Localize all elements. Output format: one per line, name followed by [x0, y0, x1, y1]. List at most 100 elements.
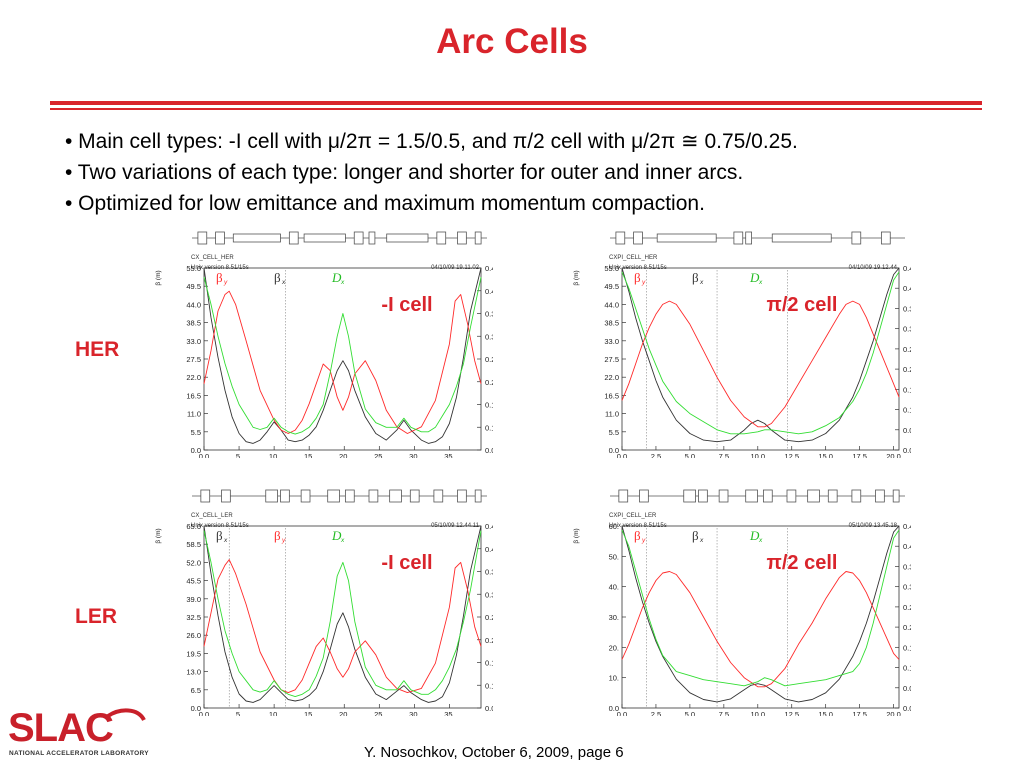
- ler-minus-i-legend-subscript: y: [281, 537, 286, 544]
- her-pi-half-y2tick-label: 0.15: [903, 385, 911, 394]
- ler-pi-half-plot-name: CXPI_CELL_LER: [609, 513, 657, 519]
- ler-pi-half-lattice-element: [718, 489, 729, 503]
- ler-pi-half-xtick-label: 17.5: [852, 710, 867, 716]
- ler-minus-i-y2tick-label: 0.05: [485, 704, 493, 713]
- slac-logo-graphic: [106, 708, 146, 722]
- her-minus-i-lattice-element: [232, 233, 281, 243]
- her-minus-i-ytick-label: 0.0: [191, 446, 201, 455]
- her-minus-i-lattice-element: [474, 231, 482, 245]
- her-minus-i-series-x: [203, 267, 482, 444]
- ler-minus-i-xtick-label: 10.: [269, 710, 279, 716]
- her-minus-i-y2tick-label: 0.45: [485, 264, 493, 273]
- ler-pi-half-y2tick-label: 0.20: [903, 623, 911, 632]
- her-minus-i-xtick-label: 20.: [339, 452, 349, 458]
- ler-pi-half-plot-frame: [621, 525, 900, 709]
- her-pi-half-y2tick-label: 0.25: [903, 345, 911, 354]
- ler-pi-half-lattice-element: [745, 489, 758, 503]
- her-minus-i-legend-symbol: β: [216, 270, 223, 285]
- her-minus-i-lattice-element: [303, 233, 346, 243]
- ler-pi-half-ytick-label: 30.: [609, 613, 619, 622]
- ler-pi-half-series-y: [621, 571, 900, 688]
- her-pi-half-lattice-element: [615, 231, 626, 245]
- her-minus-i-xtick-label: 25.: [374, 452, 384, 458]
- ler-pi-half-lattice-element: [892, 489, 900, 503]
- slac-logo-swoosh: [106, 708, 146, 722]
- ler-minus-i-lattice-element: [327, 489, 340, 503]
- ler-minus-i-ylabel-left: β (m): [155, 528, 162, 543]
- her-pi-half-ytick-label: 5.5: [609, 428, 619, 437]
- her-minus-i-legend-symbol: β: [274, 270, 281, 285]
- her-pi-half-lattice-element: [733, 231, 744, 245]
- her-minus-i-y2tick-label: 0.05: [485, 446, 493, 455]
- her-pi-half-series-y: [621, 300, 900, 428]
- ler-pi-half-lattice-element: [875, 489, 885, 503]
- slac-logo-subtitle: NATIONAL ACCELERATOR LABORATORY: [9, 750, 149, 757]
- her-pi-half-legend-symbol: β: [634, 270, 641, 285]
- her-minus-i-xtick-label: 10.: [269, 452, 279, 458]
- her-minus-i-lattice-element: [215, 231, 225, 245]
- her-pi-half-ytick-label: 11.0: [605, 410, 619, 419]
- ler-pi-half-lattice-element: [618, 489, 629, 503]
- her-pi-half-xtick-label: 12.5: [784, 452, 799, 458]
- ler-minus-i-ytick-label: 0.0: [191, 704, 201, 713]
- her-pi-half-ytick-label: 0.0: [609, 446, 619, 455]
- ler-minus-i-ytick-label: 6.5: [191, 686, 201, 695]
- her-pi-half-xtick-label: 5.0: [685, 452, 695, 458]
- her-minus-i-xtick-label: 5.: [236, 452, 242, 458]
- ler-pi-half-xtick-label: 7.5: [719, 710, 729, 716]
- bullet-list: • Main cell types: -I cell with μ/2π = 1…: [65, 126, 1015, 219]
- her-minus-i-legend-symbol: D: [331, 270, 342, 285]
- title-rule-thin: [50, 108, 982, 110]
- ler-minus-i-ytick-label: 26.0: [186, 631, 201, 640]
- her-minus-i-plot-name: CX_CELL_HER: [191, 255, 234, 261]
- ler-pi-half-xtick-label: 15.0: [818, 710, 833, 716]
- her-minus-i-y2tick-label: 0.15: [485, 401, 493, 410]
- her-pi-half-y2tick-label: 0.40: [903, 284, 911, 293]
- chart-ler-pi-half: CXPI_CELL_LER Unix version 8.51/15s 05/10/…: [561, 486, 911, 716]
- her-minus-i-xtick-label: 30.: [409, 452, 419, 458]
- ler-minus-i-lattice-element: [300, 489, 311, 503]
- her-pi-half-y2tick-label: 0.30: [903, 325, 911, 334]
- her-pi-half-y2tick-label: 0.10: [903, 406, 911, 415]
- her-pi-half-xtick-label: 7.5: [719, 452, 729, 458]
- her-minus-i-y2tick-label: 0.20: [485, 378, 493, 387]
- ler-minus-i-plot-name: CX_CELL_LER: [191, 513, 233, 519]
- ler-minus-i-ytick-label: 32.5: [186, 613, 201, 622]
- her-pi-half-y2tick-label: 0.20: [903, 365, 911, 374]
- bullet-item-cell-types: • Main cell types: -I cell with μ/2π = 1…: [65, 130, 798, 153]
- ler-pi-half-legend-symbol: β: [634, 528, 641, 543]
- ler-minus-i-legend-symbol: β: [216, 528, 223, 543]
- her-pi-half-legend-symbol: β: [692, 270, 699, 285]
- ler-minus-i-legend-symbol: β: [274, 528, 281, 543]
- her-minus-i-ytick-label: 55.0: [186, 264, 201, 273]
- ler-minus-i-lattice-element: [433, 489, 444, 503]
- ler-minus-i-lattice-element: [474, 489, 482, 503]
- ler-minus-i-xtick-label: 0.0: [199, 710, 209, 716]
- ler-minus-i-lattice-element: [344, 489, 355, 503]
- ler-pi-half-y2tick-label: 0.35: [903, 562, 911, 571]
- her-pi-half-xtick-label: 0.0: [617, 452, 627, 458]
- ler-minus-i-xtick-label: 15.: [304, 710, 314, 716]
- ler-minus-i-y2tick-label: 0.35: [485, 568, 493, 577]
- ler-minus-i-legend-subscript: x: [340, 537, 345, 544]
- her-minus-i-xtick-label: 35.: [444, 452, 454, 458]
- ler-pi-half-legend-subscript: x: [699, 537, 704, 544]
- ler-pi-half-y2tick-label: 0.10: [903, 664, 911, 673]
- slac-logo: SLAC NATIONAL ACCELERATOR LABORATORY: [8, 706, 149, 762]
- her-pi-half-ytick-label: 22.0: [604, 373, 619, 382]
- ler-pi-half-xtick-label: 20.0: [886, 710, 901, 716]
- her-pi-half-ylabel-left: β (m): [573, 270, 580, 285]
- ler-minus-i-ytick-label: 39.0: [186, 595, 201, 604]
- ler-minus-i-y2tick-label: 0.10: [485, 681, 493, 690]
- her-pi-half-ytick-label: 55.0: [604, 264, 619, 273]
